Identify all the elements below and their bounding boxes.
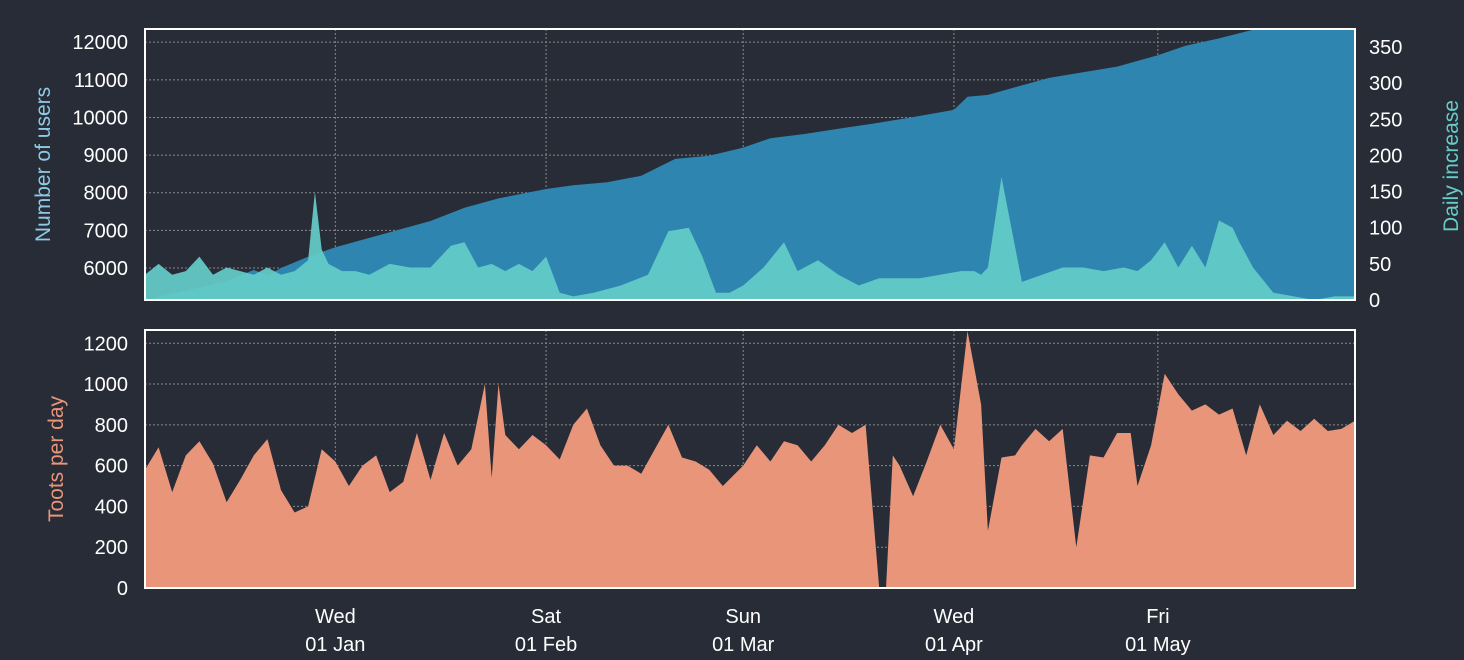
x-tick-date: 01 Apr <box>925 634 983 656</box>
daily-increase-area <box>145 177 1355 300</box>
daily-y-tick-label: 50 <box>1369 254 1391 276</box>
users-y-tick-label: 8000 <box>84 183 129 205</box>
toots-y-tick-label: 0 <box>117 578 128 600</box>
plot-frames <box>144 28 1356 589</box>
users-y-tick-label: 9000 <box>84 145 129 167</box>
daily-y-tick-label: 250 <box>1369 109 1402 131</box>
x-tick-date: 01 Jan <box>305 634 365 656</box>
toots-y-tick-label: 1000 <box>84 374 129 396</box>
toots-y-tick-label: 1200 <box>84 333 129 355</box>
toots-y-tick-label: 600 <box>95 456 128 478</box>
bottom-plot-frame <box>144 329 1356 589</box>
axis-titles: Number of users Daily increase Toots per d… <box>32 87 1463 522</box>
toots-y-tick-label: 400 <box>95 496 128 518</box>
x-tick-date: 01 Feb <box>515 634 577 656</box>
toots-y-tick-label: 200 <box>95 537 128 559</box>
x-tick-weekday: Sun <box>725 606 761 628</box>
plot-areas <box>145 29 1355 588</box>
users-y-tick-label: 7000 <box>84 220 129 242</box>
top-plot-frame <box>144 28 1356 301</box>
x-tick-weekday: Wed <box>934 606 975 628</box>
daily-y-tick-label: 100 <box>1369 218 1402 240</box>
x-tick-weekday: Fri <box>1146 606 1169 628</box>
x-tick-date: 01 May <box>1125 634 1191 656</box>
tick-labels: 6000700080009000100001100012000050100150… <box>72 32 1402 656</box>
users-area <box>145 29 1355 300</box>
daily-y-tick-label: 0 <box>1369 290 1380 312</box>
bottom-plot-area <box>145 331 1355 588</box>
toots-axis-title: Toots per day <box>45 395 68 522</box>
daily-y-tick-label: 300 <box>1369 73 1402 95</box>
x-tick-weekday: Sat <box>531 606 561 628</box>
users-y-tick-label: 6000 <box>84 258 129 280</box>
daily-y-tick-label: 200 <box>1369 145 1402 167</box>
x-tick-date: 01 Mar <box>712 634 775 656</box>
daily-y-tick-label: 350 <box>1369 37 1402 59</box>
x-tick-weekday: Wed <box>315 606 356 628</box>
users-y-tick-label: 11000 <box>74 70 128 92</box>
toots-area <box>145 331 1355 588</box>
daily-increase-axis-title: Daily increase <box>1440 100 1463 232</box>
users-y-tick-label: 10000 <box>72 107 128 129</box>
toots-y-tick-label: 800 <box>95 415 128 437</box>
users-axis-title: Number of users <box>32 87 55 242</box>
daily-y-tick-label: 150 <box>1369 182 1402 204</box>
top-plot-area <box>145 29 1355 300</box>
users-y-tick-label: 12000 <box>72 32 128 54</box>
